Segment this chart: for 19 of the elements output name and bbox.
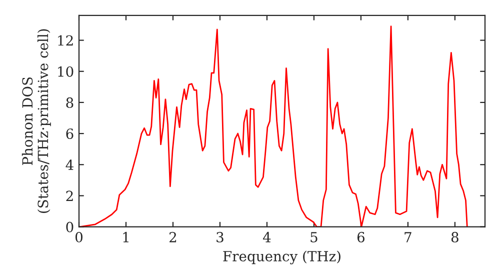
- y-tick-label: 8: [66, 97, 74, 108]
- line-series: [79, 26, 468, 227]
- x-tick-label: 5: [310, 232, 318, 242]
- y-tick-label: 2: [66, 190, 73, 201]
- y-tick-label: 12: [58, 35, 73, 46]
- y-tick-label: 4: [66, 160, 74, 170]
- x-axis-title: Frequency (THz): [223, 250, 340, 264]
- y-axis-title: Phonon DOS (States/THz·primitive cell): [22, 29, 51, 213]
- y-tick-label: 6: [66, 128, 74, 140]
- x-tick-label: 0: [75, 232, 82, 242]
- x-tick-label: 6: [357, 232, 364, 242]
- x-tick-label: 7: [404, 232, 412, 242]
- y-tick-label: 0: [66, 222, 74, 232]
- x-tick-label: 3: [216, 232, 224, 242]
- y-tick-label: 10: [58, 66, 74, 77]
- x-tick-label: 1: [123, 232, 128, 242]
- x-tick-label: 8: [451, 232, 458, 242]
- x-tick-label: 4: [262, 232, 271, 242]
- x-tick-label: 2: [170, 232, 176, 242]
